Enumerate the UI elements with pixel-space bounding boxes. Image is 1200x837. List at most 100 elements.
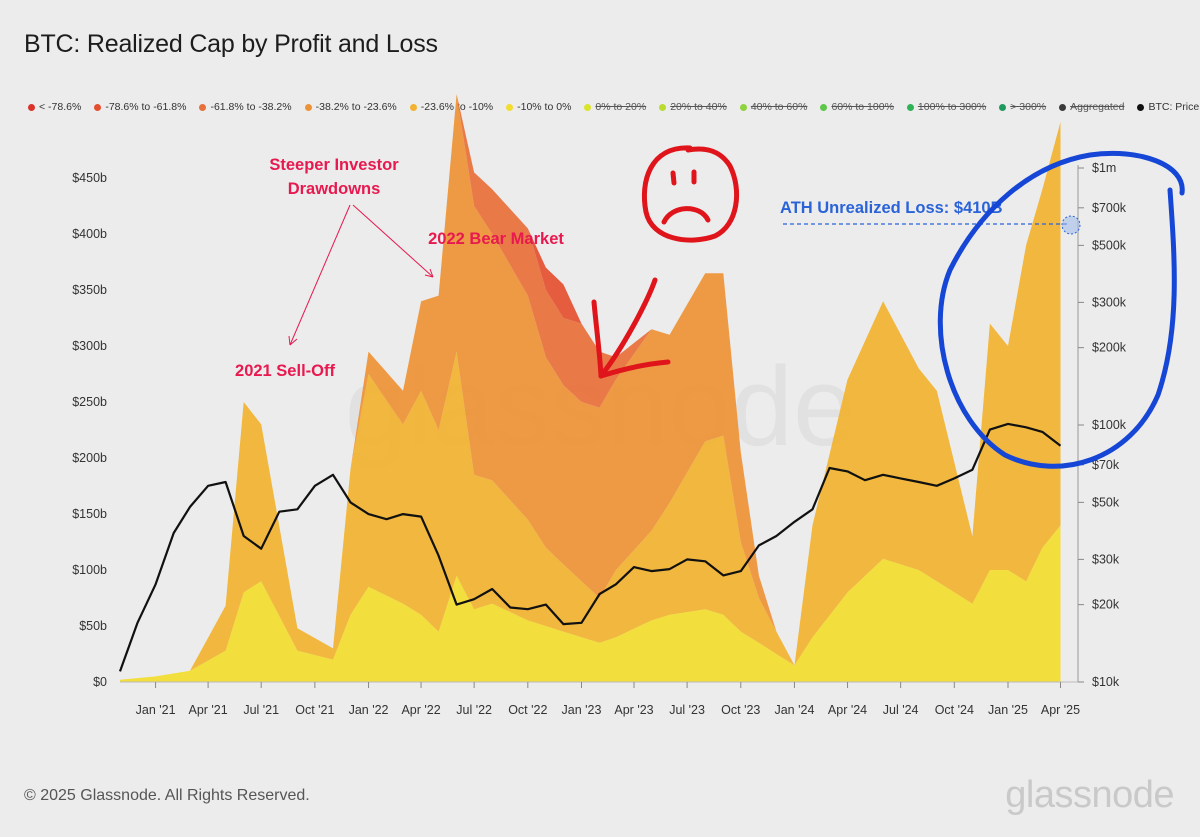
x-tick-label: Jan '21 <box>136 703 176 717</box>
ath-marker <box>1061 215 1081 235</box>
x-tick-label: Apr '23 <box>614 703 653 717</box>
y-left-tick-label: $100b <box>72 563 107 577</box>
hand-drawn-ellipse-icon <box>937 150 1185 469</box>
legend-swatch <box>304 103 312 111</box>
brand-logo: glassnode <box>1005 774 1174 816</box>
y-right-tick-label: $200k <box>1092 341 1127 355</box>
annotation-arrow-2022 <box>352 204 434 278</box>
y-left-tick-label: $450b <box>72 171 107 185</box>
legend-item[interactable]: -10% to 0% <box>506 101 571 113</box>
x-tick-label: Oct '24 <box>935 703 974 717</box>
copyright-text: © 2025 Glassnode. All Rights Reserved. <box>24 787 310 804</box>
legend-label: 20% to 40% <box>670 101 727 113</box>
y-right-tick-label: $50k <box>1092 495 1120 509</box>
area-series <box>120 525 1061 682</box>
legend-swatch <box>999 103 1007 111</box>
legend-label: 100% to 300% <box>917 101 987 113</box>
legend-swatch <box>820 103 828 111</box>
x-tick-label: Jul '24 <box>883 703 919 717</box>
annotation-arrowhead-2022 <box>424 268 434 278</box>
legend-swatch <box>94 103 102 111</box>
annotation-arrow-2021 <box>289 204 351 346</box>
legend-item[interactable]: -61.8% to -38.2% <box>199 101 292 113</box>
annotation-steeper-investor: Steeper Investor <box>269 156 399 174</box>
legend-swatch <box>584 103 592 111</box>
x-tick-label: Jan '25 <box>988 703 1028 717</box>
y-left-tick-label: $400b <box>72 227 107 241</box>
legend-label: 0% to 20% <box>595 101 647 113</box>
legend-label: BTC: Price [USD] <box>1148 101 1200 113</box>
sad-face-icon <box>641 145 740 243</box>
annotation-2021-sell-off: 2021 Sell-Off <box>235 362 335 380</box>
x-tick-label: Jan '24 <box>774 703 814 717</box>
x-tick-label: Jan '22 <box>349 703 389 717</box>
y-left-tick-label: $300b <box>72 339 107 353</box>
legend-label: -10% to 0% <box>517 101 572 113</box>
y-axis-left: $0 $50b $100b $150b $200b $250b $300b $350b $400… <box>72 171 107 689</box>
annotation-arrowhead-2021 <box>288 335 298 346</box>
legend-label: -38.2% to -23.6% <box>315 101 397 113</box>
annotation-ath-unrealized-loss: ATH Unrealized Loss: $410B <box>780 199 1003 217</box>
x-tick-label: Apr '25 <box>1041 703 1080 717</box>
legend-item[interactable]: 60% to 100% <box>820 101 894 113</box>
legend-item[interactable]: < -78.6% <box>28 101 81 113</box>
legend-label: < -78.6% <box>39 101 82 113</box>
legend-item[interactable]: 100% to 300% <box>906 101 987 113</box>
annotation-2022-bear-market: 2022 Bear Market <box>428 230 564 248</box>
y-left-tick-label: $0 <box>93 675 107 689</box>
y-right-tick-label: $300k <box>1092 295 1127 309</box>
legend-label: 60% to 100% <box>831 101 894 113</box>
area-series <box>120 122 1061 680</box>
x-tick-label: Jul '23 <box>669 703 705 717</box>
y-left-tick-label: $150b <box>72 507 107 521</box>
y-right-tick-label: $500k <box>1092 238 1127 252</box>
legend-label: 40% to 60% <box>750 101 808 113</box>
legend-item[interactable]: Aggregated <box>1059 101 1124 113</box>
y-left-tick-label: $50b <box>79 619 107 633</box>
legend-swatch <box>739 103 747 111</box>
legend-item[interactable]: 0% to 20% <box>584 101 646 113</box>
chart-title: BTC: Realized Cap by Profit and Loss <box>24 30 438 58</box>
legend-item[interactable]: -38.2% to -23.6% <box>304 101 397 113</box>
y-right-tick-label: $700k <box>1092 201 1127 215</box>
legend-item[interactable]: -78.6% to -61.8% <box>94 101 186 113</box>
y-left-tick-label: $350b <box>72 283 107 297</box>
legend-label: > 300% <box>1010 101 1047 113</box>
x-tick-label: Apr '22 <box>401 703 440 717</box>
legend-swatch <box>906 103 914 111</box>
area-series <box>120 94 1061 680</box>
y-right-tick-label: $100k <box>1092 418 1127 432</box>
x-tick-label: Jul '21 <box>243 703 279 717</box>
x-tick-label: Apr '24 <box>828 703 867 717</box>
area-series-group <box>120 94 1061 682</box>
y-axis-right: $10k $20k $30k $50k $70k $100k $200k $300k $500k… <box>1078 161 1127 689</box>
legend: < -78.6% -78.6% to -61.8% -61.8% to -38.2%… <box>28 101 1200 113</box>
x-tick-label: Oct '21 <box>295 703 334 717</box>
x-tick-label: Apr '21 <box>188 703 227 717</box>
legend-swatch <box>659 103 667 111</box>
y-right-tick-label: $1m <box>1092 161 1116 175</box>
x-axis: Jan '21 Apr '21 Jul '21 Oct '21 Jan '22 Apr '… <box>136 682 1080 717</box>
legend-item[interactable]: BTC: Price [USD] <box>1137 101 1200 113</box>
hand-drawn-arrow-icon <box>591 277 671 379</box>
legend-swatch <box>28 103 35 111</box>
legend-swatch <box>199 103 207 111</box>
x-tick-label: Jan '23 <box>562 703 602 717</box>
legend-swatch <box>1059 103 1067 111</box>
y-left-tick-label: $200b <box>72 451 107 465</box>
annotation-drawdowns: Drawdowns <box>288 180 381 198</box>
y-right-tick-label: $10k <box>1092 675 1120 689</box>
x-tick-label: Oct '23 <box>721 703 760 717</box>
area-series <box>120 94 1061 680</box>
legend-item[interactable]: 20% to 40% <box>659 101 727 113</box>
y-right-tick-label: $30k <box>1092 552 1120 566</box>
y-right-tick-label: $70k <box>1092 458 1120 472</box>
y-left-tick-label: $250b <box>72 395 107 409</box>
legend-label: -61.8% to -38.2% <box>210 101 292 113</box>
legend-label: -78.6% to -61.8% <box>105 101 187 113</box>
legend-item[interactable]: > 300% <box>999 101 1046 113</box>
x-tick-label: Oct '22 <box>508 703 547 717</box>
legend-swatch <box>409 103 417 111</box>
legend-item[interactable]: 40% to 60% <box>739 101 808 113</box>
